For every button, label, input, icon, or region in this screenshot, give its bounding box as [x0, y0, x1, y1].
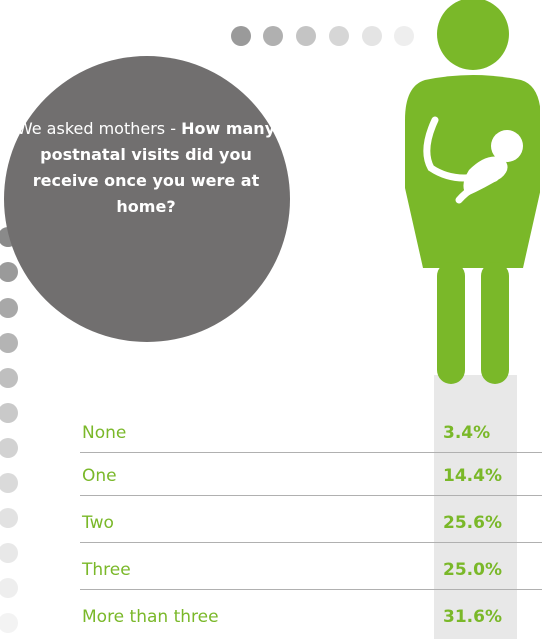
trail-dot: [0, 403, 18, 423]
result-label: Two: [82, 513, 114, 533]
result-row-two: Two 25.6%: [80, 507, 542, 543]
question-bold: How many postnatal visits did you receiv…: [32, 119, 276, 216]
result-row-three: Three 25.0%: [80, 554, 542, 590]
trail-dot: [231, 26, 251, 46]
trail-dot: [263, 26, 283, 46]
question-text: We asked mothers - How many postnatal vi…: [8, 116, 284, 220]
result-value: 25.0%: [443, 560, 502, 580]
result-value: 25.6%: [443, 513, 502, 533]
result-row-none: None 3.4%: [80, 417, 542, 453]
result-value: 3.4%: [443, 423, 491, 443]
trail-dot: [0, 438, 18, 458]
row-divider: [80, 495, 542, 496]
question-bubble: [4, 56, 290, 342]
trail-dot: [0, 298, 18, 318]
trail-dot: [0, 262, 18, 282]
trail-dot: [329, 26, 349, 46]
trail-dot: [0, 613, 18, 633]
trail-dot: [0, 333, 18, 353]
result-label: One: [82, 466, 117, 486]
result-row-one: One 14.4%: [80, 460, 542, 496]
mother-holding-baby-icon: [405, 0, 540, 384]
result-row-more-than-three: More than three 31.6%: [82, 601, 542, 637]
trail-dot: [394, 26, 414, 46]
result-label: None: [82, 423, 127, 443]
trail-dot: [0, 508, 18, 528]
trail-dot: [0, 473, 18, 493]
trail-dot: [0, 543, 18, 563]
row-divider: [80, 542, 542, 543]
trail-dot: [362, 26, 382, 46]
result-label: More than three: [82, 607, 219, 627]
result-label: Three: [82, 560, 131, 580]
trail-dot: [0, 368, 18, 388]
row-divider: [80, 452, 542, 453]
result-value: 31.6%: [443, 607, 502, 627]
row-divider: [80, 589, 542, 590]
trail-dot: [296, 26, 316, 46]
trail-dot: [0, 578, 18, 598]
question-prefix: We asked mothers -: [16, 119, 182, 138]
result-value: 14.4%: [443, 466, 502, 486]
value-column-background: [434, 375, 517, 639]
